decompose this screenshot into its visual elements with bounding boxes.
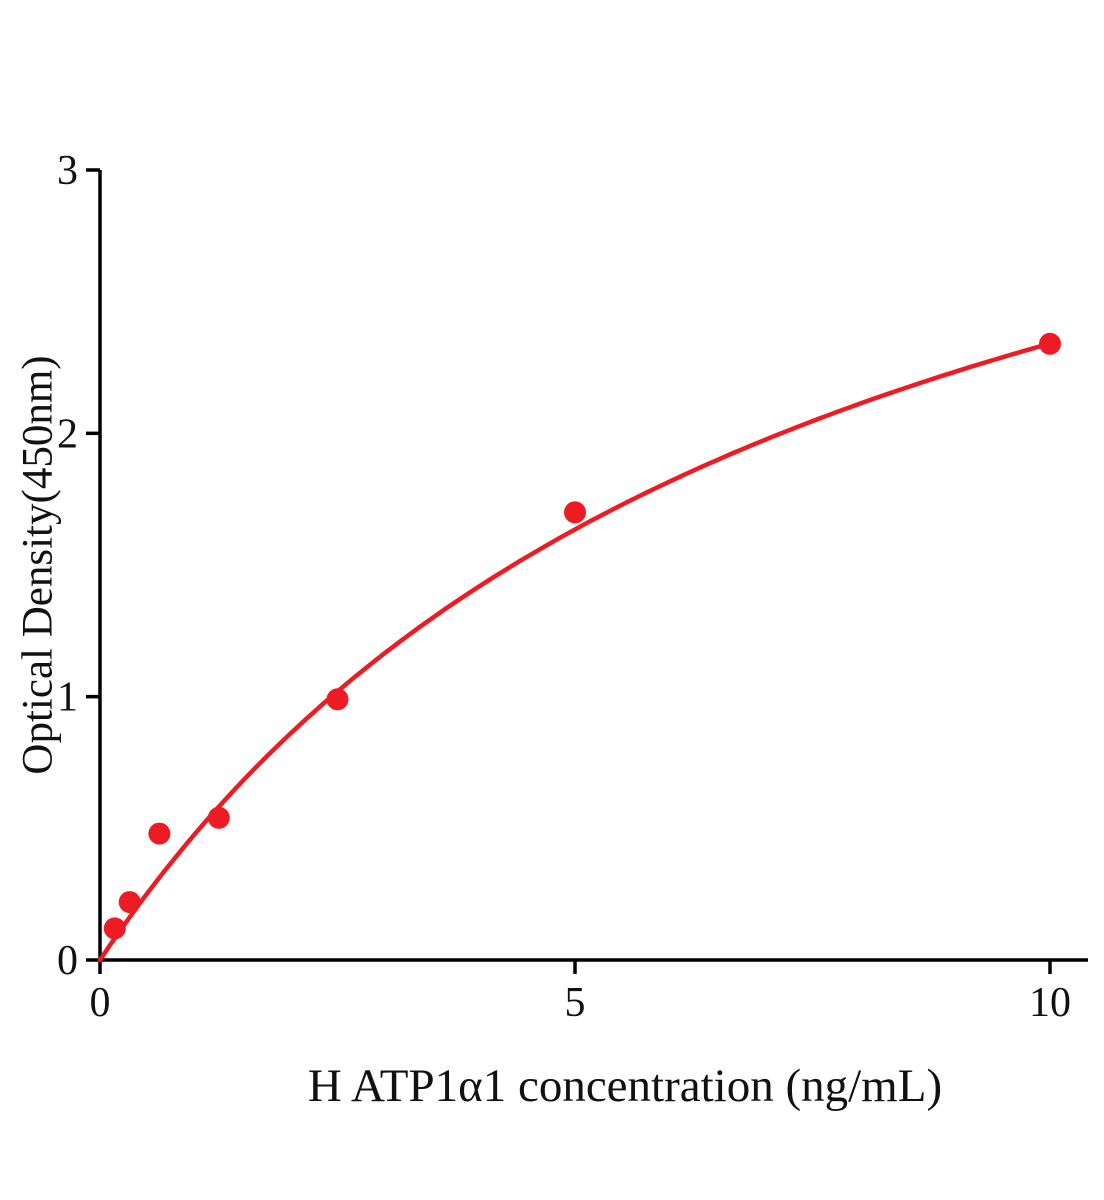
data-point <box>103 917 126 940</box>
x-tick-label: 10 <box>1029 980 1071 1026</box>
data-point <box>1039 332 1061 355</box>
y-tick-label: 3 <box>57 148 78 194</box>
x-tick-label: 0 <box>90 980 111 1026</box>
y-tick-label: 1 <box>57 675 78 721</box>
fit-curve <box>97 341 1053 963</box>
x-tick-label: 5 <box>565 980 586 1026</box>
x-axis-title: H ATP1α1 concentration (ng/mL) <box>307 1060 943 1112</box>
y-axis-title: Optical Density(450nm) <box>14 355 62 775</box>
data-point <box>148 822 171 845</box>
y-tick-label: 0 <box>57 938 78 984</box>
data-point <box>118 891 141 914</box>
data-point <box>326 688 349 711</box>
data-point <box>564 501 586 524</box>
data-point <box>207 806 230 829</box>
y-tick-label: 2 <box>57 411 78 457</box>
